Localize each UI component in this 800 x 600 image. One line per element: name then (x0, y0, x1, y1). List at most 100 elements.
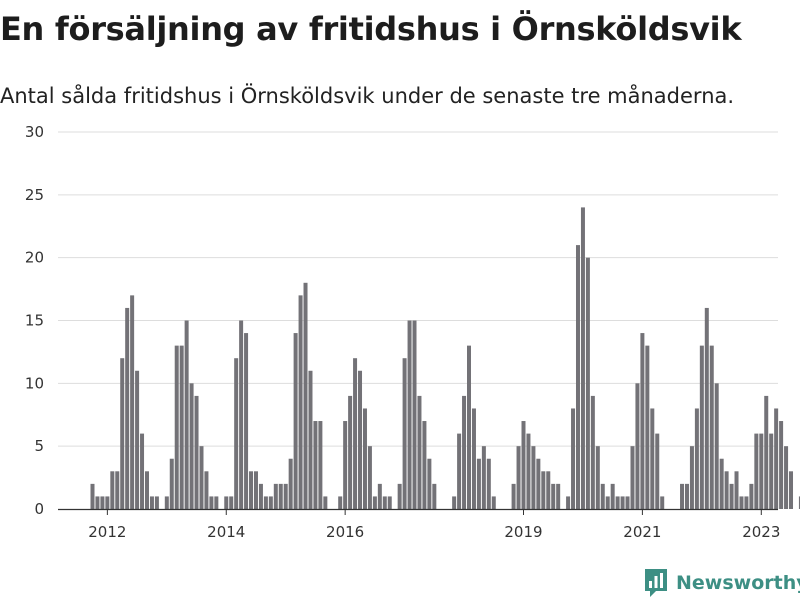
bar (244, 333, 249, 509)
bar (313, 421, 318, 509)
bar (719, 458, 724, 509)
bar (784, 446, 789, 509)
x-tick-label: 2019 (504, 523, 542, 541)
bar (234, 358, 239, 509)
bar (288, 458, 293, 509)
bar (709, 345, 714, 509)
bar (615, 496, 620, 509)
bar (471, 408, 476, 509)
bar (283, 483, 288, 509)
bar (759, 433, 764, 509)
bar (120, 358, 125, 509)
bar (590, 395, 595, 509)
bar (169, 458, 174, 509)
x-tick-label: 2012 (88, 523, 126, 541)
bar (263, 496, 268, 509)
bar (224, 496, 229, 509)
bar (303, 282, 308, 509)
bar (754, 433, 759, 509)
bar (130, 295, 135, 509)
bar (140, 433, 145, 509)
bar (149, 496, 154, 509)
bar (100, 496, 105, 509)
bar (462, 395, 467, 509)
bar (90, 483, 95, 509)
bar (704, 307, 709, 509)
bar (174, 345, 179, 509)
bar (387, 496, 392, 509)
bar (595, 446, 600, 509)
bar (154, 496, 159, 509)
bar (298, 295, 303, 509)
bar (680, 483, 685, 509)
bar (798, 496, 800, 509)
bar (566, 496, 571, 509)
bar (575, 245, 580, 509)
bar (199, 446, 204, 509)
newsworthy-logo-text: Newsworthy (676, 572, 800, 594)
bar (605, 496, 610, 509)
bar (774, 408, 779, 509)
bar (367, 446, 372, 509)
x-axis (58, 508, 778, 515)
bar (164, 496, 169, 509)
y-tick-label: 20 (25, 249, 44, 267)
x-tick-label: 2014 (207, 523, 245, 541)
bar (789, 471, 794, 509)
bar (541, 471, 546, 509)
bar (521, 421, 526, 509)
bar (585, 257, 590, 509)
bar (551, 483, 556, 509)
bar (125, 307, 130, 509)
bar (610, 483, 615, 509)
bar (273, 483, 278, 509)
bar (684, 483, 689, 509)
bar (229, 496, 234, 509)
bar (491, 496, 496, 509)
y-tick-label: 30 (25, 123, 44, 141)
bar (204, 471, 209, 509)
bar (214, 496, 219, 509)
chart-title: En försäljning av fritidshus i Örnskölds… (0, 10, 742, 48)
chart-subtitle: Antal sålda fritidshus i Örnsköldsvik un… (0, 84, 735, 108)
bar (239, 320, 244, 509)
bar (699, 345, 704, 509)
bar (293, 333, 298, 509)
bars (90, 207, 800, 509)
x-tick-label: 2016 (326, 523, 364, 541)
y-tick-label: 25 (25, 186, 44, 204)
bar (397, 483, 402, 509)
bar (382, 496, 387, 509)
bar (536, 458, 541, 509)
bar (110, 471, 115, 509)
bar (377, 483, 382, 509)
bar (144, 471, 149, 509)
newsworthy-chart-icon (645, 569, 667, 597)
bar (476, 458, 481, 509)
bar (531, 446, 536, 509)
bar (650, 408, 655, 509)
bar (744, 496, 749, 509)
bar (769, 433, 774, 509)
bar (526, 433, 531, 509)
bar (734, 471, 739, 509)
y-tick-label: 10 (25, 374, 44, 392)
bar (640, 333, 645, 509)
bar (516, 446, 521, 509)
bar (635, 383, 640, 509)
bar (630, 446, 635, 509)
bar (689, 446, 694, 509)
bar (135, 370, 140, 509)
bar (427, 458, 432, 509)
bar (194, 395, 199, 509)
bar (338, 496, 343, 509)
bar (249, 471, 254, 509)
bar (729, 483, 734, 509)
bar (95, 496, 100, 509)
bar (318, 421, 323, 509)
newsworthy-logo: Newsworthy (644, 568, 800, 598)
bar (372, 496, 377, 509)
bar (655, 433, 660, 509)
x-tick-label: 2021 (623, 523, 661, 541)
bar (184, 320, 189, 509)
